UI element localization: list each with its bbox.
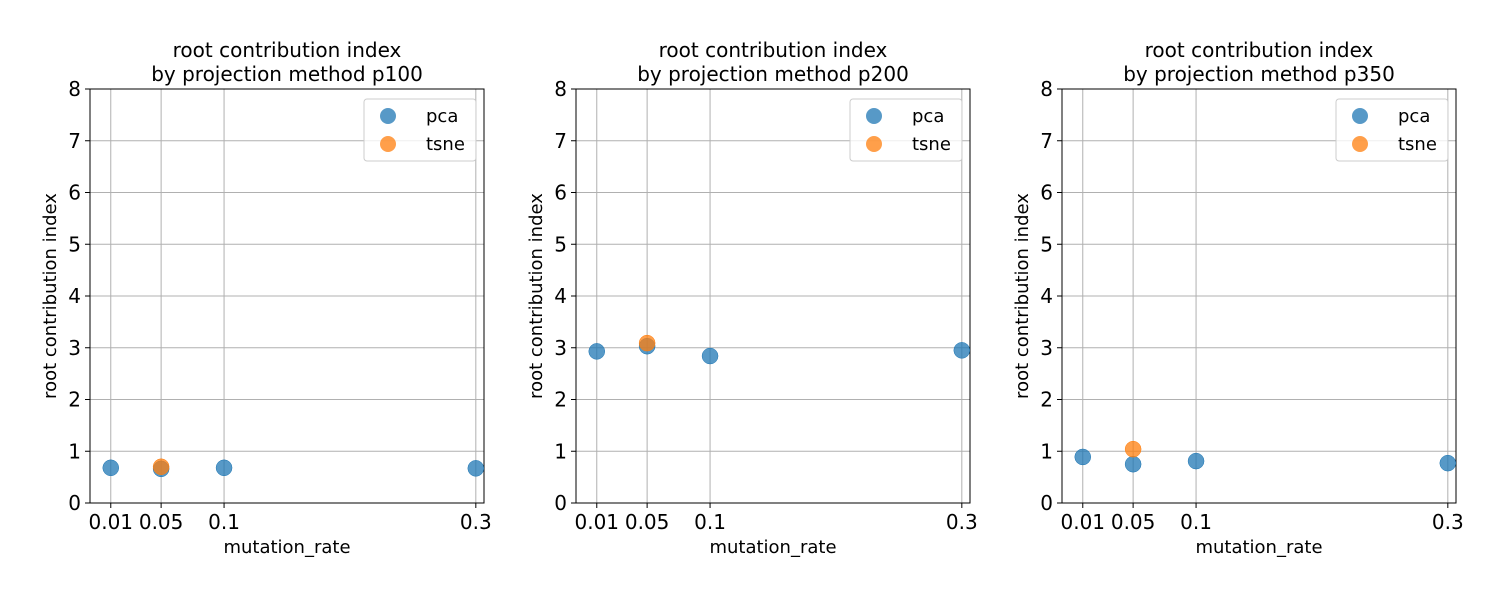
y-tick-label: 0 xyxy=(68,491,81,515)
pca-point xyxy=(215,459,233,477)
y-axis-label: root contribution index xyxy=(1012,193,1033,399)
legend-marker-pca xyxy=(1352,108,1368,124)
legend-marker-tsne xyxy=(1352,136,1368,152)
y-tick-label: 4 xyxy=(554,284,567,308)
tsne-point xyxy=(638,334,656,352)
pca-point xyxy=(467,460,485,477)
y-axis-label: root contribution index xyxy=(40,193,61,399)
y-tick-label: 4 xyxy=(1040,284,1053,308)
x-axis-label: mutation_rate xyxy=(1195,537,1322,558)
tsne-point xyxy=(152,458,170,476)
y-tick-label: 3 xyxy=(68,336,81,360)
x-tick-label: 0.01 xyxy=(1061,510,1106,534)
legend-marker-tsne xyxy=(866,136,882,152)
chart-panel-1: 0.01 0.05 0.1 0.3 0 1 2 3 4 5 6 7 8 root contribution… xyxy=(40,38,492,558)
legend-label-pca: pca xyxy=(426,106,458,127)
pca-point xyxy=(1124,455,1142,473)
y-tick-label: 7 xyxy=(554,129,567,153)
y-tick-label: 4 xyxy=(68,284,81,308)
chart-panel-2: 0.01 0.05 0.1 0.3 0 1 2 3 4 5 6 7 8 root contribution… xyxy=(526,38,978,558)
chart-title-line-2: by projection method p200 xyxy=(637,62,909,86)
pca-point xyxy=(1074,448,1092,466)
chart-title-line-2: by projection method p100 xyxy=(151,62,423,86)
x-tick-label: 0.05 xyxy=(1111,510,1156,534)
y-tick-label: 2 xyxy=(554,388,567,412)
pca-point xyxy=(1439,454,1457,472)
y-axis-label: root contribution index xyxy=(526,193,547,399)
y-tick-label: 2 xyxy=(68,388,81,412)
y-tick-label: 8 xyxy=(554,77,567,101)
chart-title-line-1: root contribution index xyxy=(173,38,402,62)
tsne-point xyxy=(1124,440,1142,458)
chart-title-line-2: by projection method p350 xyxy=(1123,62,1395,86)
pca-point xyxy=(953,342,971,359)
x-tick-label: 0.3 xyxy=(1432,510,1464,534)
legend-label-tsne: tsne xyxy=(1398,134,1437,155)
pca-point xyxy=(701,347,719,365)
x-tick-label: 0.01 xyxy=(89,510,134,534)
x-tick-label: 0.1 xyxy=(694,510,726,534)
x-tick-label: 0.01 xyxy=(575,510,620,534)
y-tick-label: 6 xyxy=(554,181,567,205)
x-axis-label: mutation_rate xyxy=(709,537,836,558)
y-tick-label: 6 xyxy=(68,181,81,205)
legend-label-tsne: tsne xyxy=(912,134,951,155)
x-tick-label: 0.1 xyxy=(1180,510,1212,534)
pca-point xyxy=(102,459,120,477)
y-tick-label: 1 xyxy=(1040,439,1053,463)
y-tick-label: 7 xyxy=(68,129,81,153)
x-tick-label: 0.05 xyxy=(625,510,670,534)
y-tick-label: 3 xyxy=(554,336,567,360)
y-tick-label: 8 xyxy=(1040,77,1053,101)
x-tick-label: 0.3 xyxy=(460,510,492,534)
chart-panel-3: 0.01 0.05 0.1 0.3 0 1 2 3 4 5 6 7 8 root contribution… xyxy=(1012,38,1464,558)
y-tick-label: 0 xyxy=(1040,491,1053,515)
legend-marker-pca xyxy=(866,108,882,124)
legend-marker-tsne xyxy=(380,136,396,152)
chart-title-line-1: root contribution index xyxy=(659,38,888,62)
y-tick-label: 8 xyxy=(68,77,81,101)
y-tick-label: 1 xyxy=(554,439,567,463)
y-tick-label: 6 xyxy=(1040,181,1053,205)
legend-marker-pca xyxy=(380,108,396,124)
y-tick-label: 5 xyxy=(68,232,81,256)
legend-label-pca: pca xyxy=(912,106,944,127)
y-tick-label: 5 xyxy=(554,232,567,256)
chart-title-line-1: root contribution index xyxy=(1145,38,1374,62)
pca-point xyxy=(588,343,606,360)
pca-point xyxy=(1187,452,1205,470)
y-tick-label: 3 xyxy=(1040,336,1053,360)
y-tick-label: 1 xyxy=(68,439,81,463)
y-tick-label: 5 xyxy=(1040,232,1053,256)
y-tick-label: 0 xyxy=(554,491,567,515)
x-tick-label: 0.1 xyxy=(208,510,240,534)
y-tick-label: 7 xyxy=(1040,129,1053,153)
y-tick-label: 2 xyxy=(1040,388,1053,412)
legend-label-tsne: tsne xyxy=(426,134,465,155)
legend-label-pca: pca xyxy=(1398,106,1430,127)
x-axis-label: mutation_rate xyxy=(223,537,350,558)
x-tick-label: 0.3 xyxy=(946,510,978,534)
x-tick-label: 0.05 xyxy=(139,510,184,534)
